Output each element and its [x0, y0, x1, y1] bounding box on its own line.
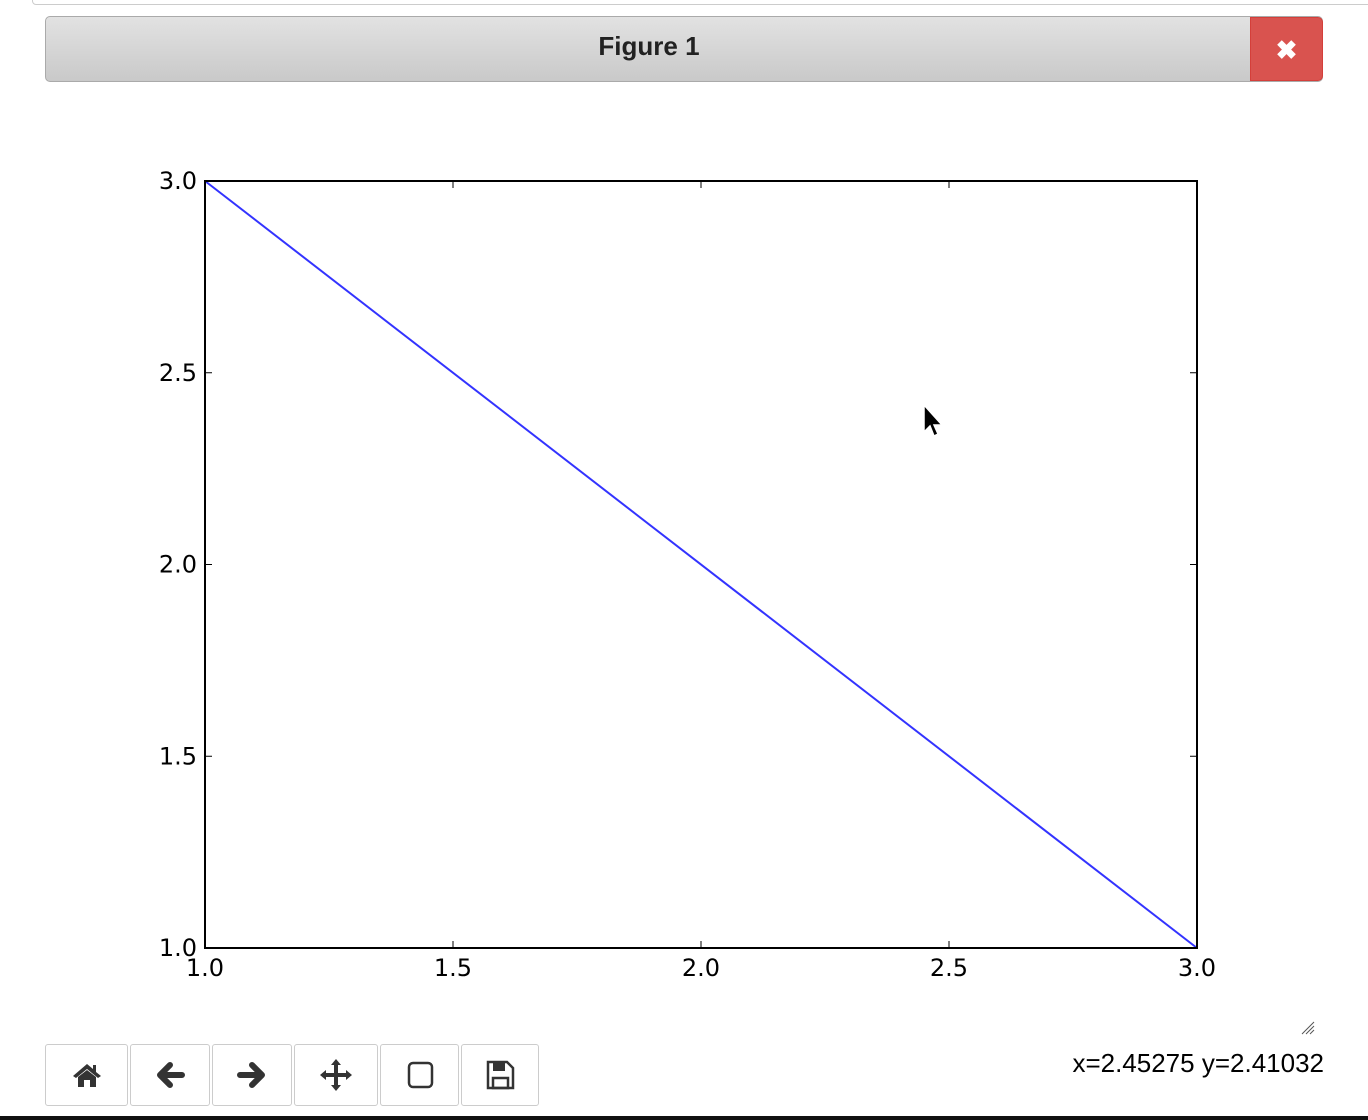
pan-button[interactable] — [294, 1044, 378, 1106]
bottom-border — [0, 1116, 1368, 1120]
y-tick-label: 1.0 — [159, 934, 197, 962]
y-tick-label: 3.0 — [159, 167, 197, 195]
move-icon — [320, 1059, 352, 1091]
x-tick-label: 2.5 — [930, 954, 968, 982]
resize-grip-icon[interactable] — [1300, 1020, 1316, 1036]
home-button[interactable] — [45, 1044, 128, 1106]
arrow-right-icon — [237, 1062, 265, 1088]
x-tick-label: 1.0 — [186, 954, 224, 982]
forward-button[interactable] — [212, 1044, 292, 1106]
mouse-cursor-icon — [923, 404, 944, 438]
coordinate-readout: x=2.45275 y=2.41032 — [1072, 1048, 1324, 1078]
zoom-rect-button[interactable] — [380, 1044, 459, 1106]
y-tick-label: 2.5 — [159, 359, 197, 387]
arrow-left-icon — [157, 1062, 185, 1088]
square-icon — [407, 1061, 433, 1089]
back-button[interactable] — [130, 1044, 210, 1106]
y-tick-label: 1.5 — [159, 742, 197, 770]
home-icon — [72, 1064, 101, 1087]
download-button[interactable] — [461, 1044, 539, 1106]
figure-titlebar: Figure 1 ✖ — [45, 16, 1323, 82]
close-button[interactable]: ✖ — [1250, 17, 1323, 81]
figure-title: Figure 1 — [598, 31, 700, 61]
cell-frame — [32, 0, 1368, 5]
close-x-icon: ✖ — [1275, 35, 1298, 65]
toolbar — [45, 1044, 539, 1106]
x-tick-label: 3.0 — [1178, 954, 1216, 982]
series-line-0 — [204, 180, 1198, 949]
floppy-disk-icon — [486, 1060, 515, 1090]
y-tick-label: 2.0 — [159, 551, 197, 579]
x-tick-label: 1.5 — [434, 954, 472, 982]
x-tick-label: 2.0 — [682, 954, 720, 982]
plot-canvas[interactable]: 1.0 1.5 2.0 2.5 3.0 1.0 1.5 2.0 2.5 3.0 — [0, 0, 1368, 1010]
